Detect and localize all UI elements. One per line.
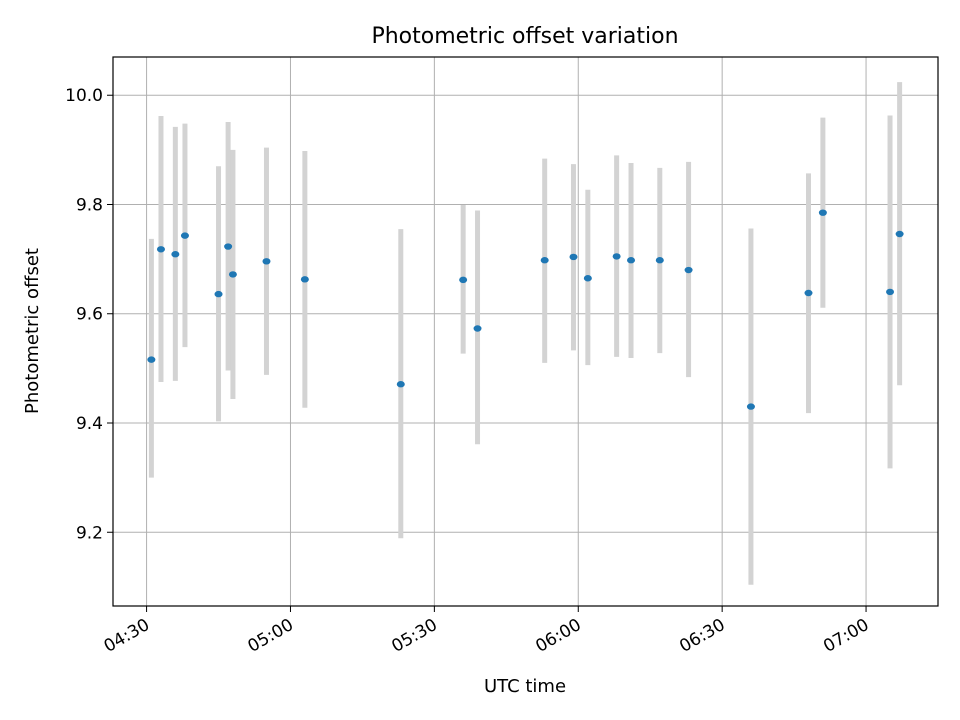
data-point bbox=[569, 253, 578, 261]
data-point bbox=[214, 290, 223, 298]
data-point bbox=[627, 257, 636, 264]
y-tick-label: 9.4 bbox=[76, 414, 103, 434]
data-point bbox=[746, 403, 755, 410]
data-point bbox=[583, 275, 592, 282]
data-point bbox=[147, 356, 156, 363]
data-point bbox=[473, 325, 482, 332]
grid-lines bbox=[113, 57, 938, 606]
data-point bbox=[540, 257, 549, 264]
data-point bbox=[655, 257, 664, 264]
y-axis-ticks: 9.2 9.4 9.6 9.8 10.0 bbox=[65, 86, 113, 543]
y-tick-label: 9.2 bbox=[76, 523, 103, 543]
data-point bbox=[804, 289, 813, 297]
data-point bbox=[224, 243, 233, 250]
data-point bbox=[300, 276, 309, 283]
data-point bbox=[396, 381, 405, 388]
y-tick-label: 9.8 bbox=[76, 195, 103, 215]
data-point bbox=[262, 258, 271, 265]
data-point bbox=[171, 251, 180, 258]
y-tick-label: 9.6 bbox=[76, 305, 103, 325]
data-point bbox=[612, 253, 621, 260]
y-axis-label: Photometric offset bbox=[22, 248, 43, 414]
data-point bbox=[818, 209, 827, 216]
data-point bbox=[895, 230, 904, 238]
x-axis-label: UTC time bbox=[484, 676, 566, 697]
data-point bbox=[886, 288, 895, 296]
data-point bbox=[459, 276, 468, 284]
data-points bbox=[147, 209, 904, 410]
y-tick-label: 10.0 bbox=[65, 86, 103, 106]
plot-frame bbox=[112, 56, 939, 607]
data-point bbox=[228, 271, 237, 278]
data-point bbox=[156, 246, 165, 253]
data-point bbox=[684, 266, 693, 274]
chart-title: Photometric offset variation bbox=[371, 24, 678, 49]
data-point bbox=[180, 232, 189, 239]
